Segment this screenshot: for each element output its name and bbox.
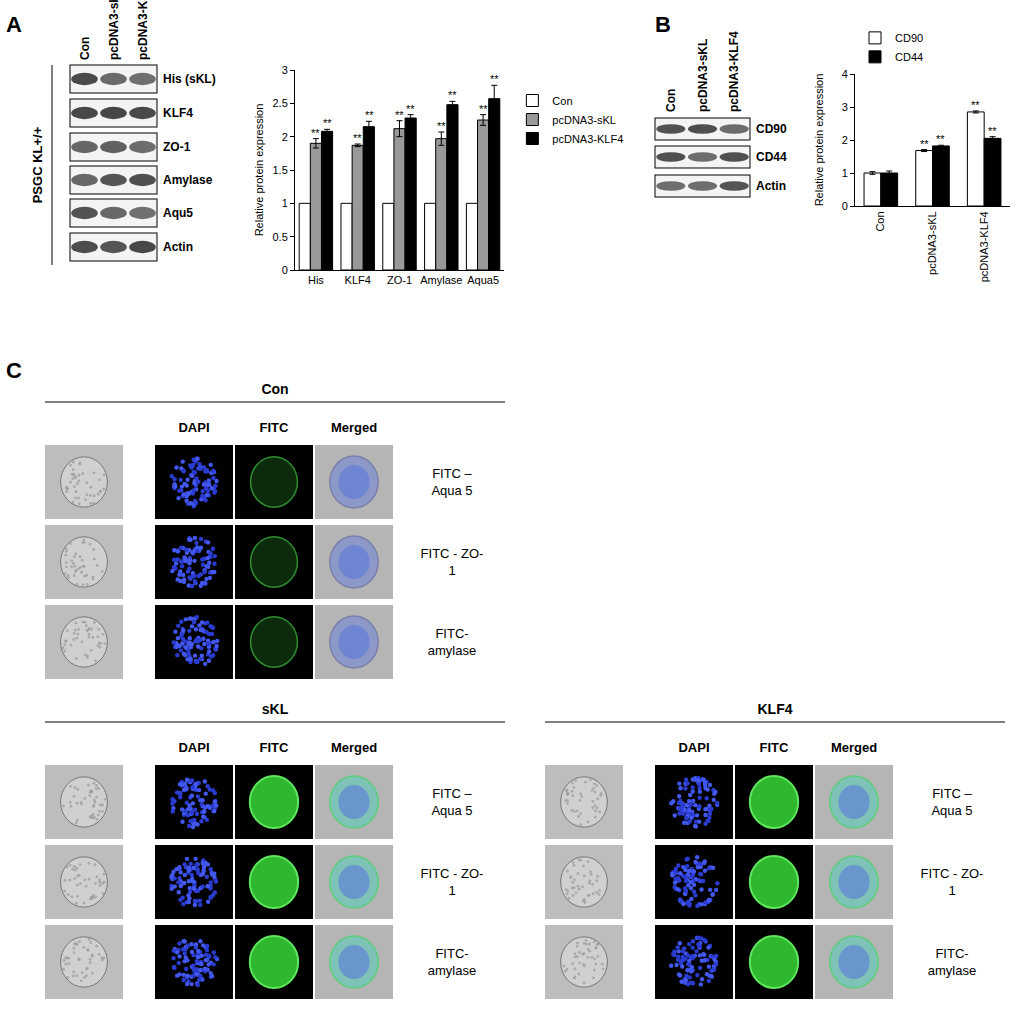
- svg-text:**: **: [323, 117, 332, 129]
- svg-text:**: **: [437, 120, 446, 132]
- svg-text:pcDNA3-sKL: pcDNA3-sKL: [552, 114, 616, 126]
- svg-text:Merged: Merged: [331, 420, 377, 435]
- svg-text:pcDNA3-sKL: pcDNA3-sKL: [926, 211, 938, 275]
- svg-text:3: 3: [842, 101, 848, 113]
- svg-text:A: A: [6, 12, 22, 37]
- svg-text:Con: Con: [78, 37, 92, 60]
- svg-text:DAPI: DAPI: [678, 740, 709, 755]
- html-text:FITC – Aqua 5: FITC – Aqua 5: [931, 786, 973, 818]
- svg-text:pcDNA3-KLF4: pcDNA3-KLF4: [727, 31, 741, 112]
- svg-text:**: **: [395, 109, 404, 121]
- svg-text:1.5: 1.5: [273, 164, 288, 176]
- svg-text:**: **: [936, 133, 945, 145]
- svg-text:2: 2: [842, 134, 848, 146]
- svg-text:Amylase: Amylase: [163, 173, 213, 187]
- svg-text:Con: Con: [874, 211, 886, 231]
- svg-text:0.5: 0.5: [273, 231, 288, 243]
- svg-text:pcDNA3-KLF4: pcDNA3-KLF4: [136, 0, 150, 60]
- svg-text:His (sKL): His (sKL): [163, 72, 216, 86]
- svg-text:0: 0: [842, 200, 848, 212]
- html-text:FITC - ZO-1: FITC - ZO-1: [420, 546, 484, 578]
- svg-text:pcDNA3-sKL: pcDNA3-sKL: [107, 0, 121, 60]
- svg-text:**: **: [920, 138, 929, 150]
- svg-text:B: B: [655, 12, 671, 37]
- svg-text:KLF4: KLF4: [163, 106, 193, 120]
- svg-text:1: 1: [842, 167, 848, 179]
- svg-text:CD90: CD90: [756, 122, 787, 136]
- svg-text:CD90: CD90: [895, 32, 923, 44]
- svg-text:pcDNA3-sKL: pcDNA3-sKL: [696, 39, 710, 112]
- svg-text:Merged: Merged: [331, 740, 377, 755]
- svg-text:2: 2: [282, 131, 288, 143]
- svg-text:1: 1: [282, 197, 288, 209]
- svg-text:CD44: CD44: [895, 51, 923, 63]
- svg-text:FITC: FITC: [260, 740, 289, 755]
- svg-text:Actin: Actin: [163, 240, 193, 254]
- svg-text:KLF4: KLF4: [758, 701, 793, 717]
- svg-text:**: **: [988, 125, 997, 137]
- svg-text:CD44: CD44: [756, 150, 787, 164]
- html-text:FITC- amylase: FITC- amylase: [427, 626, 477, 658]
- svg-text:FITC: FITC: [760, 740, 789, 755]
- svg-text:Con: Con: [552, 95, 572, 107]
- svg-text:Con: Con: [261, 381, 288, 397]
- svg-text:ZO-1: ZO-1: [387, 274, 412, 286]
- svg-text:PSGC KL+/+: PSGC KL+/+: [30, 126, 45, 203]
- svg-text:Amylase: Amylase: [420, 274, 462, 286]
- svg-text:3: 3: [282, 64, 288, 76]
- svg-text:**: **: [490, 73, 499, 85]
- html-text:FITC – Aqua 5: FITC – Aqua 5: [431, 466, 473, 498]
- html-text:FITC - ZO-1: FITC - ZO-1: [920, 866, 984, 898]
- svg-text:DAPI: DAPI: [178, 420, 209, 435]
- svg-text:ZO-1: ZO-1: [163, 140, 191, 154]
- svg-text:**: **: [353, 132, 362, 144]
- html-text:FITC - ZO-1: FITC - ZO-1: [420, 866, 484, 898]
- svg-text:**: **: [311, 127, 320, 139]
- html-text:FITC – Aqua 5: FITC – Aqua 5: [431, 786, 473, 818]
- svg-text:Con: Con: [664, 89, 678, 112]
- svg-text:0: 0: [282, 264, 288, 276]
- html-text:FITC- amylase: FITC- amylase: [927, 946, 977, 978]
- svg-text:**: **: [448, 89, 457, 101]
- svg-text:4: 4: [842, 68, 848, 80]
- svg-text:C: C: [6, 358, 22, 383]
- svg-text:Aqua5: Aqua5: [467, 274, 499, 286]
- svg-text:Relative protein expression: Relative protein expression: [253, 104, 265, 237]
- svg-text:**: **: [971, 99, 980, 111]
- svg-text:Merged: Merged: [831, 740, 877, 755]
- svg-text:**: **: [479, 103, 488, 115]
- svg-text:Aqu5: Aqu5: [163, 206, 193, 220]
- svg-text:sKL: sKL: [262, 701, 289, 717]
- svg-text:2.5: 2.5: [273, 97, 288, 109]
- html-text:FITC- amylase: FITC- amylase: [427, 946, 477, 978]
- svg-text:pcDNA3-KLF4: pcDNA3-KLF4: [978, 211, 990, 282]
- svg-text:**: **: [406, 103, 415, 115]
- svg-text:FITC: FITC: [260, 420, 289, 435]
- svg-text:His: His: [308, 274, 324, 286]
- svg-text:KLF4: KLF4: [345, 274, 371, 286]
- svg-text:**: **: [365, 109, 374, 121]
- svg-text:pcDNA3-KLF4: pcDNA3-KLF4: [552, 133, 623, 145]
- svg-text:DAPI: DAPI: [178, 740, 209, 755]
- svg-text:Relative protein expression: Relative protein expression: [813, 74, 825, 207]
- svg-text:Actin: Actin: [756, 179, 786, 193]
